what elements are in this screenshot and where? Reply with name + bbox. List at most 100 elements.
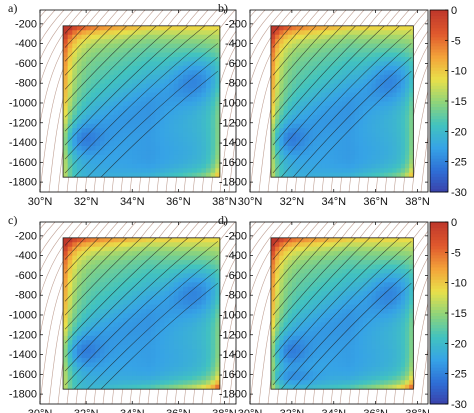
heatmap-cell (325, 43, 330, 49)
heatmap-cell (375, 286, 381, 292)
heatmap-cell (300, 159, 305, 165)
heatmap-cell (384, 88, 389, 93)
heatmap-cell (132, 268, 138, 274)
heatmap-cell (136, 362, 142, 368)
heatmap-cell (187, 119, 193, 125)
heatmap-cell (325, 268, 330, 274)
heatmap-cell (275, 163, 280, 169)
heatmap-cell (404, 132, 410, 138)
heatmap-cell (123, 25, 129, 31)
heatmap-cell (400, 110, 406, 116)
heatmap-cell (317, 331, 322, 337)
heatmap-cell (192, 326, 198, 332)
heatmap-cell (113, 92, 119, 98)
heatmap-cell (206, 79, 212, 85)
heatmap-cell (287, 88, 293, 93)
heatmap-cell (279, 242, 284, 248)
heatmap-cell (333, 114, 339, 120)
heatmap-cell (136, 291, 142, 297)
heatmap-cell (296, 150, 301, 156)
heatmap-cell (296, 340, 301, 346)
heatmap-cell (164, 380, 170, 386)
colorbar-segment (430, 31, 448, 35)
contour-line (64, 237, 128, 302)
heatmap-cell (90, 141, 96, 147)
heatmap-cell (192, 141, 198, 147)
heatmap-cell (325, 159, 330, 165)
heatmap-cell (164, 74, 170, 80)
heatmap-cell (363, 273, 368, 279)
heatmap-cell (350, 353, 356, 359)
heatmap-cell (325, 358, 330, 363)
heatmap-cell (312, 97, 318, 102)
heatmap-cell (201, 246, 207, 252)
heatmap-cell (296, 83, 301, 89)
heatmap-cell (396, 123, 402, 129)
heatmap-cell (404, 304, 410, 310)
heatmap-cell (342, 340, 347, 346)
heatmap-cell (404, 268, 410, 274)
heatmap-cell (104, 317, 110, 323)
heatmap-cell (317, 322, 322, 328)
heatmap-cell (367, 172, 372, 178)
contour-line (272, 25, 385, 146)
heatmap-cell (375, 70, 381, 76)
y-tick-label: -800 (15, 78, 37, 90)
heatmap-cell (118, 52, 124, 58)
heatmap-cell (141, 159, 147, 165)
heatmap-cell (178, 375, 184, 381)
heatmap-cell (333, 101, 339, 107)
heatmap-cell (192, 237, 198, 243)
heatmap-cell (67, 132, 73, 138)
heatmap-cell (354, 132, 360, 138)
heatmap-cell (201, 154, 207, 160)
heatmap-cell (76, 304, 82, 310)
heatmap-cell (346, 105, 351, 111)
heatmap-cell (312, 309, 318, 314)
region-boundary (62, 237, 221, 390)
heatmap-cell (333, 110, 339, 116)
heatmap-cell (371, 309, 377, 314)
heatmap-cell (308, 52, 314, 58)
heatmap-cell (104, 353, 110, 359)
heatmap-cell (67, 52, 73, 58)
heatmap-cell (118, 317, 124, 323)
heatmap-cell (76, 295, 82, 301)
heatmap-cell (333, 273, 339, 279)
heatmap-cell (404, 48, 410, 53)
heatmap-cell (346, 79, 351, 85)
heatmap-cell (371, 123, 377, 129)
heatmap-cell (86, 163, 92, 169)
heatmap-cell (312, 353, 318, 359)
heatmap-cell (283, 56, 289, 62)
heatmap-cell (141, 380, 147, 386)
heatmap-cell (304, 366, 310, 372)
heatmap-cell (182, 30, 188, 36)
heatmap-cell (159, 282, 165, 288)
heatmap-cell (164, 79, 170, 85)
heatmap-cell (178, 268, 184, 274)
heatmap-cell (354, 237, 360, 243)
heatmap-cell (123, 366, 129, 372)
heatmap-cell (206, 25, 212, 31)
heatmap-cell (146, 371, 152, 377)
colorbar-segment (430, 13, 448, 17)
heatmap-cell (178, 384, 184, 390)
heatmap-cell (187, 264, 193, 270)
heatmap-cell (155, 132, 161, 138)
heatmap-cell (363, 309, 368, 314)
heatmap-cell (392, 43, 397, 49)
heatmap-cell (141, 163, 147, 169)
heatmap-cell (118, 34, 124, 40)
heatmap-cell (123, 70, 129, 76)
heatmap-cell (178, 132, 184, 138)
heatmap-cell (178, 52, 184, 58)
heatmap-cell (337, 246, 343, 252)
heatmap-cell (346, 273, 351, 279)
heatmap-cell (150, 105, 156, 111)
heatmap-cell (275, 282, 280, 288)
heatmap-cell (404, 349, 410, 354)
heatmap-cell (371, 172, 377, 178)
heatmap-cell (72, 317, 78, 323)
contours (64, 237, 219, 390)
